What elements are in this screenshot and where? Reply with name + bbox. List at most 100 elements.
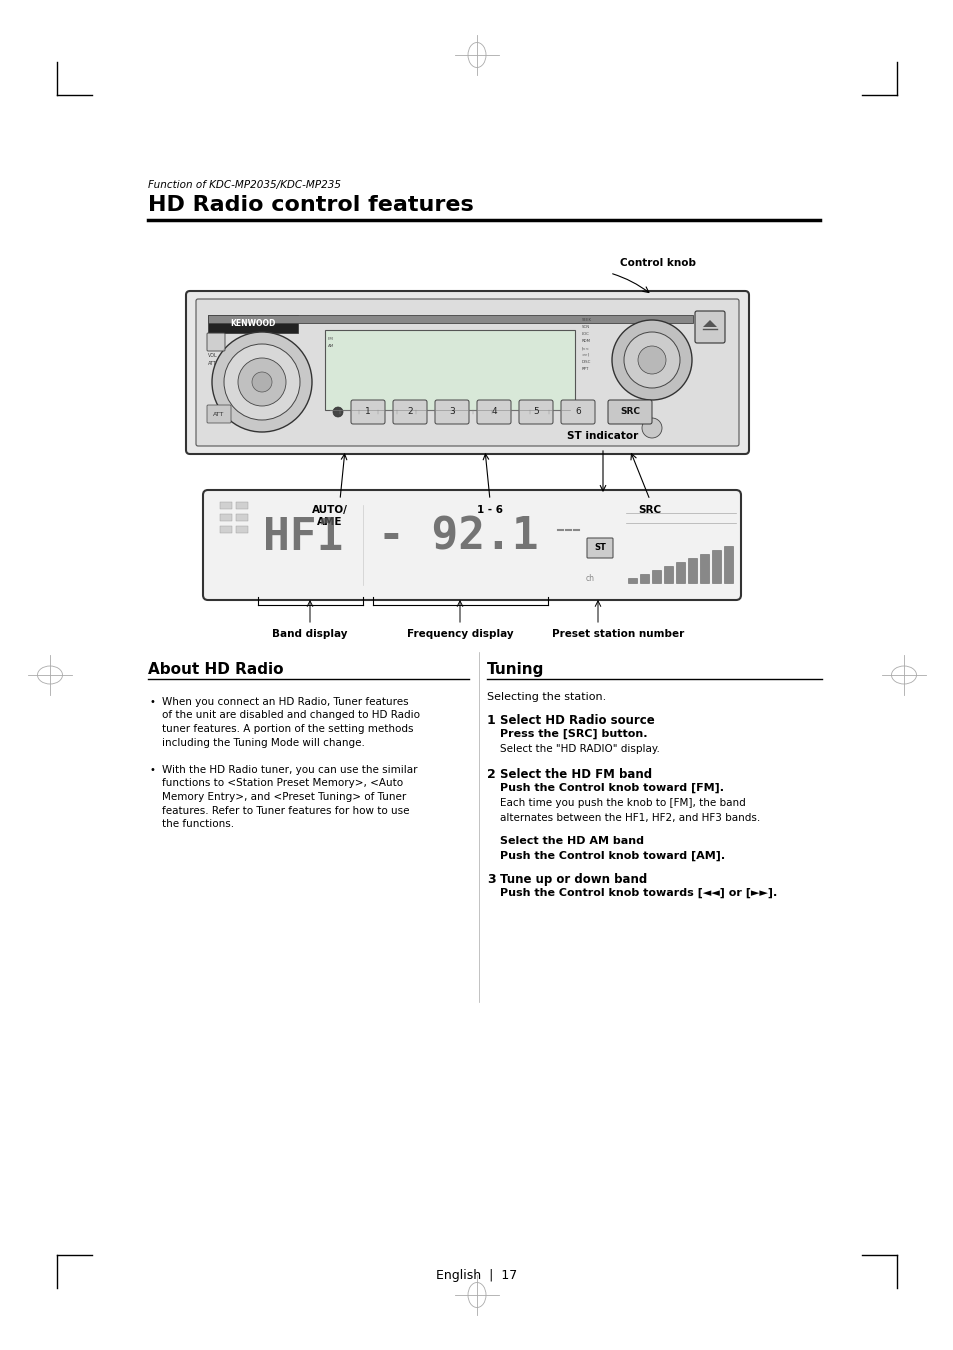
FancyBboxPatch shape	[607, 400, 651, 424]
Text: of the unit are disabled and changed to HD Radio: of the unit are disabled and changed to …	[162, 710, 419, 721]
Circle shape	[212, 332, 312, 432]
Circle shape	[641, 418, 661, 437]
Circle shape	[237, 358, 286, 406]
Text: Select the HD FM band: Select the HD FM band	[499, 768, 652, 782]
FancyBboxPatch shape	[518, 400, 553, 424]
FancyBboxPatch shape	[586, 539, 613, 558]
Text: English  |  17: English | 17	[436, 1269, 517, 1281]
Text: >>|: >>|	[581, 352, 589, 356]
FancyBboxPatch shape	[560, 400, 595, 424]
Text: 3: 3	[449, 408, 455, 417]
Bar	[220, 526, 232, 533]
Text: Tune up or down band: Tune up or down band	[499, 873, 646, 887]
Text: Band display: Band display	[272, 629, 348, 639]
Text: including the Tuning Mode will change.: including the Tuning Mode will change.	[162, 737, 364, 748]
Text: functions to <Station Preset Memory>, <Auto: functions to <Station Preset Memory>, <A…	[162, 779, 403, 788]
Text: Memory Entry>, and <Preset Tuning> of Tuner: Memory Entry>, and <Preset Tuning> of Tu…	[162, 792, 406, 802]
FancyBboxPatch shape	[203, 490, 740, 599]
Bar	[651, 570, 660, 583]
FancyBboxPatch shape	[207, 405, 231, 423]
Text: tuner features. A portion of the setting methods: tuner features. A portion of the setting…	[162, 724, 413, 734]
FancyBboxPatch shape	[435, 400, 469, 424]
Text: Push the Control knob toward [FM].: Push the Control knob toward [FM].	[499, 783, 723, 792]
FancyBboxPatch shape	[476, 400, 511, 424]
Text: With the HD Radio tuner, you can use the similar: With the HD Radio tuner, you can use the…	[162, 765, 417, 775]
Text: 1: 1	[365, 408, 371, 417]
FancyBboxPatch shape	[695, 310, 724, 343]
Text: 6: 6	[575, 408, 580, 417]
Text: Push the Control knob toward [AM].: Push the Control knob toward [AM].	[499, 850, 724, 860]
Bar	[663, 566, 672, 583]
Text: ST indicator: ST indicator	[567, 431, 638, 441]
Text: features. Refer to Tuner features for how to use: features. Refer to Tuner features for ho…	[162, 806, 409, 815]
Text: Preset station number: Preset station number	[551, 629, 683, 639]
Text: Push the Control knob towards [◄◄] or [►►].: Push the Control knob towards [◄◄] or [►…	[499, 888, 777, 898]
Text: DISC: DISC	[581, 360, 591, 365]
Text: Function of KDC-MP2035/KDC-MP235: Function of KDC-MP2035/KDC-MP235	[148, 180, 340, 190]
Text: ST: ST	[594, 544, 605, 552]
Bar	[220, 502, 232, 509]
Text: 2: 2	[407, 408, 413, 417]
Text: SRC: SRC	[638, 505, 660, 514]
Text: SCN: SCN	[581, 325, 590, 329]
Text: HD Radio control features: HD Radio control features	[148, 194, 474, 215]
FancyBboxPatch shape	[195, 298, 739, 446]
Text: About HD Radio: About HD Radio	[148, 662, 283, 676]
Text: Each time you push the knob to [FM], the band: Each time you push the knob to [FM], the…	[499, 798, 745, 807]
Bar	[325, 329, 575, 410]
Text: 2: 2	[486, 768, 496, 782]
Text: the functions.: the functions.	[162, 819, 233, 829]
Text: Control knob: Control knob	[619, 258, 696, 269]
Text: 1: 1	[486, 714, 496, 728]
Text: 3: 3	[486, 873, 496, 887]
Circle shape	[333, 406, 343, 417]
Text: RDM: RDM	[581, 339, 590, 343]
Polygon shape	[245, 333, 261, 338]
Text: Frequency display: Frequency display	[406, 629, 513, 639]
Text: Select HD Radio source: Select HD Radio source	[499, 714, 654, 728]
Text: Select the "HD RADIO" display.: Select the "HD RADIO" display.	[499, 744, 659, 753]
Text: 4: 4	[491, 408, 497, 417]
Text: Tuning: Tuning	[486, 662, 544, 676]
Polygon shape	[702, 320, 717, 327]
Text: 5: 5	[533, 408, 538, 417]
FancyBboxPatch shape	[351, 400, 385, 424]
Bar	[235, 526, 248, 533]
Text: SRC: SRC	[619, 408, 639, 417]
Circle shape	[252, 373, 272, 391]
Text: Selecting the station.: Selecting the station.	[486, 693, 605, 702]
Text: alternates between the HF1, HF2, and HF3 bands.: alternates between the HF1, HF2, and HF3…	[499, 813, 760, 822]
Text: SEEK: SEEK	[581, 319, 592, 323]
Text: LOC: LOC	[581, 332, 589, 336]
Circle shape	[623, 332, 679, 387]
Text: •: •	[150, 765, 155, 775]
Text: KENWOOD: KENWOOD	[230, 320, 275, 328]
Bar	[220, 514, 232, 521]
Text: When you connect an HD Radio, Tuner features: When you connect an HD Radio, Tuner feat…	[162, 697, 408, 707]
Text: 1 - 6: 1 - 6	[476, 505, 502, 514]
Text: ATT: ATT	[213, 412, 225, 417]
Text: HF1: HF1	[263, 516, 343, 559]
Text: VOL: VOL	[208, 352, 217, 358]
Text: FM: FM	[328, 338, 334, 342]
Bar	[687, 558, 697, 583]
Text: ch: ch	[585, 574, 595, 583]
Text: AM: AM	[328, 344, 334, 348]
Circle shape	[224, 344, 299, 420]
Text: |<<: |<<	[581, 346, 589, 350]
Text: - 92.1: - 92.1	[377, 516, 537, 559]
Circle shape	[638, 346, 665, 374]
Text: RPT: RPT	[581, 367, 589, 371]
Bar	[208, 315, 692, 323]
Text: AUTO/
AME: AUTO/ AME	[312, 505, 348, 528]
Bar	[676, 562, 684, 583]
Bar	[627, 578, 637, 583]
Bar	[235, 502, 248, 509]
FancyBboxPatch shape	[186, 292, 748, 454]
FancyBboxPatch shape	[207, 333, 225, 351]
Text: ATT: ATT	[208, 360, 216, 366]
Bar	[639, 574, 648, 583]
Bar	[711, 549, 720, 583]
Text: Select the HD AM band: Select the HD AM band	[499, 836, 643, 845]
Text: •: •	[150, 697, 155, 707]
